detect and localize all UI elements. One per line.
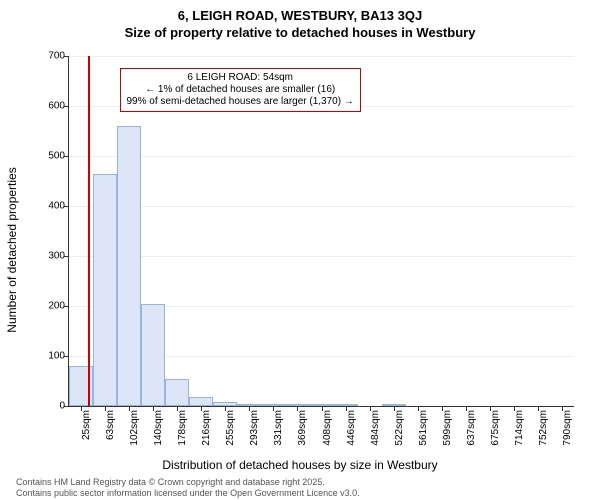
chart-title: 6, LEIGH ROAD, WESTBURY, BA13 3QJ Size o… xyxy=(0,0,600,42)
y-tick-label: 700 xyxy=(25,51,65,62)
x-tick-label: 369sqm xyxy=(297,410,308,446)
annotation-box: 6 LEIGH ROAD: 54sqm← 1% of detached hous… xyxy=(120,68,361,112)
gridline xyxy=(69,56,574,57)
y-tick-label: 0 xyxy=(25,401,65,412)
title-line-2: Size of property relative to detached ho… xyxy=(0,25,600,42)
x-tick-label: 714sqm xyxy=(514,410,525,446)
x-tick-label: 255sqm xyxy=(225,410,236,446)
x-tick-label: 178sqm xyxy=(177,410,188,446)
annotation-line: 99% of semi-detached houses are larger (… xyxy=(127,96,354,108)
chart-container: 6, LEIGH ROAD, WESTBURY, BA13 3QJ Size o… xyxy=(0,0,600,500)
bar xyxy=(141,304,165,407)
credit-line-2: Contains public sector information licen… xyxy=(16,488,360,498)
plot-area: 010020030040050060070025sqm63sqm102sqm14… xyxy=(68,56,574,407)
bar xyxy=(165,379,189,407)
y-tick-label: 100 xyxy=(25,351,65,362)
x-tick-label: 25sqm xyxy=(81,410,92,440)
bar xyxy=(93,174,117,407)
y-tick-label: 200 xyxy=(25,301,65,312)
x-tick-label: 637sqm xyxy=(466,410,477,446)
x-tick-label: 63sqm xyxy=(105,410,116,440)
x-tick-label: 446sqm xyxy=(346,410,357,446)
x-tick-label: 561sqm xyxy=(418,410,429,446)
x-tick-label: 752sqm xyxy=(538,410,549,446)
y-tick-label: 400 xyxy=(25,201,65,212)
x-tick-label: 140sqm xyxy=(153,410,164,446)
gridline xyxy=(69,256,574,257)
y-tick-label: 500 xyxy=(25,151,65,162)
x-tick-label: 675sqm xyxy=(490,410,501,446)
x-tick-label: 216sqm xyxy=(201,410,212,446)
gridline xyxy=(69,156,574,157)
x-axis-label: Distribution of detached houses by size … xyxy=(162,458,437,472)
x-tick-label: 522sqm xyxy=(394,410,405,446)
x-tick-label: 102sqm xyxy=(129,410,140,446)
y-tick-label: 300 xyxy=(25,251,65,262)
bar xyxy=(189,397,213,406)
x-tick-label: 408sqm xyxy=(322,410,333,446)
marker-line xyxy=(88,56,90,406)
annotation-line: 6 LEIGH ROAD: 54sqm xyxy=(127,72,354,84)
bar xyxy=(117,126,141,406)
gridline xyxy=(69,206,574,207)
x-tick-label: 484sqm xyxy=(370,410,381,446)
x-tick-label: 331sqm xyxy=(273,410,284,446)
x-tick-label: 293sqm xyxy=(249,410,260,446)
title-line-1: 6, LEIGH ROAD, WESTBURY, BA13 3QJ xyxy=(0,8,600,25)
x-tick-label: 599sqm xyxy=(442,410,453,446)
y-axis-label: Number of detached properties xyxy=(5,167,19,332)
credit-line-1: Contains HM Land Registry data © Crown c… xyxy=(16,477,360,487)
credits: Contains HM Land Registry data © Crown c… xyxy=(16,477,360,498)
y-tick-label: 600 xyxy=(25,101,65,112)
annotation-line: ← 1% of detached houses are smaller (16) xyxy=(127,84,354,96)
x-tick-label: 790sqm xyxy=(562,410,573,446)
